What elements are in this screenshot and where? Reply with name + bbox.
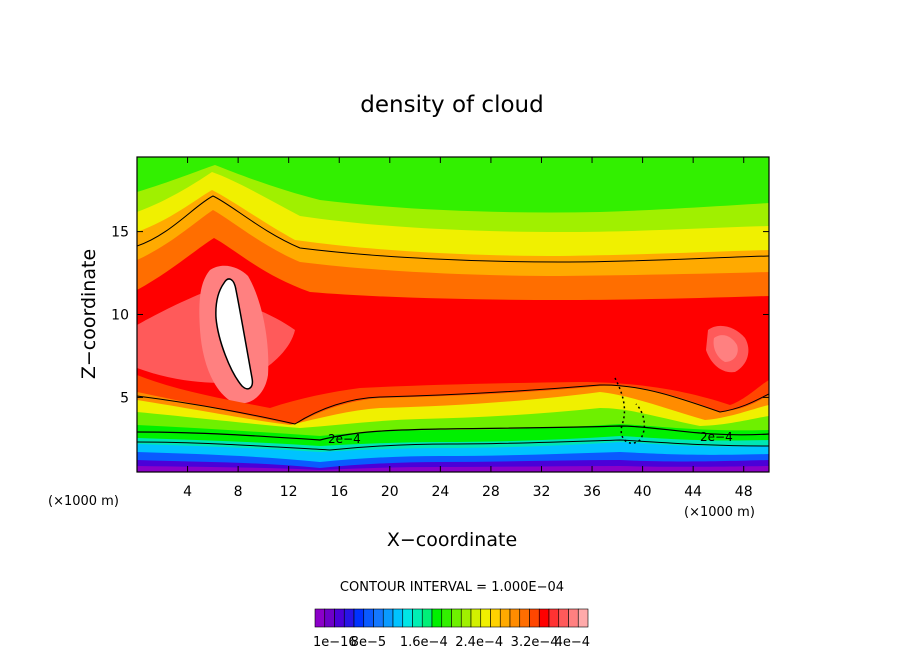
x-unit-label-right: (×1000 m) (684, 505, 755, 520)
colorbar-swatch (499, 608, 511, 628)
colorbar-swatch (314, 608, 326, 628)
colorbar-swatch (402, 608, 413, 628)
x-axis-label: X−coordinate (387, 529, 517, 551)
colorbar-swatch (460, 608, 472, 628)
x-tick-label: 48 (735, 484, 753, 500)
x-tick-label: 20 (381, 484, 399, 500)
colorbar-swatch (412, 608, 423, 628)
x-tick-label: 8 (234, 484, 243, 500)
colorbar-tick-label: 8e−5 (351, 635, 386, 650)
colorbar-tick-label: 1.6e−4 (400, 635, 448, 650)
colorbar-swatch (577, 608, 589, 628)
x-tick-label: 44 (684, 484, 702, 500)
y-tick-label: 15 (111, 225, 129, 241)
chart-title: density of cloud (360, 92, 543, 118)
colorbar-swatch (392, 608, 404, 628)
contour-dots-cluster (614, 377, 646, 444)
colorbar-swatch (363, 608, 374, 628)
x-tick-label: 32 (533, 484, 551, 500)
x-tick-label: 16 (330, 484, 348, 500)
y-tick-label: 10 (111, 308, 129, 324)
colorbar-swatch (490, 608, 501, 628)
y-axis-label: Z−coordinate (78, 249, 100, 379)
colorbar-swatch (509, 608, 521, 628)
contour-line-mid (137, 384, 769, 425)
y-tick-label: 5 (120, 390, 129, 406)
colorbar-swatch (343, 608, 355, 628)
colorbar-swatch (558, 608, 569, 628)
y-axis: 5 10 15 (111, 225, 769, 406)
colorbar-tick-label: 3.2e−4 (511, 635, 559, 650)
colorbar-swatch (324, 608, 335, 628)
x-tick-label: 36 (583, 484, 601, 500)
colorbar-swatch (568, 608, 579, 628)
colorbar-swatch (451, 608, 462, 628)
colorbar-tick-label: 4e−4 (555, 635, 590, 650)
colorbar-swatch (538, 608, 550, 628)
colorbar-swatch (529, 608, 540, 628)
contour-line-bottom (137, 439, 769, 451)
x-axis: 4 8 12 16 20 24 28 32 36 40 44 48 (183, 157, 753, 500)
colorbar-swatch (470, 608, 482, 628)
x-tick-label: 4 (183, 484, 192, 500)
colorbar-tick-label: 1e−16 (313, 635, 357, 650)
colorbar-tick-label: 2.4e−4 (455, 635, 503, 650)
colorbar (314, 608, 589, 628)
plot-area: 2e−4 2e−4 (137, 157, 769, 472)
colorbar-swatch (421, 608, 433, 628)
contour-label-left: 2e−4 (328, 432, 361, 446)
colorbar-swatch (373, 608, 384, 628)
colorbar-swatch (353, 608, 365, 628)
hole-white (215, 278, 254, 390)
x-tick-label: 24 (431, 484, 449, 500)
x-tick-label: 40 (634, 484, 652, 500)
colorbar-swatch (382, 608, 394, 628)
x-tick-label: 12 (280, 484, 298, 500)
contour-interval-text: CONTOUR INTERVAL = 1.000E−04 (340, 580, 564, 595)
x-tick-label: 28 (482, 484, 500, 500)
colorbar-swatch (519, 608, 530, 628)
colorbar-swatch (441, 608, 452, 628)
colorbar-swatch (480, 608, 491, 628)
patch-pink-right (713, 335, 738, 362)
x-unit-label-left: (×1000 m) (48, 494, 119, 509)
lower-purple (137, 466, 769, 472)
contour-line-lower (137, 425, 769, 441)
contour-line-top (137, 195, 769, 263)
contour-label-right: 2e−4 (700, 430, 733, 444)
colorbar-swatch (334, 608, 345, 628)
colorbar-swatch (431, 608, 443, 628)
colorbar-swatch (548, 608, 560, 628)
